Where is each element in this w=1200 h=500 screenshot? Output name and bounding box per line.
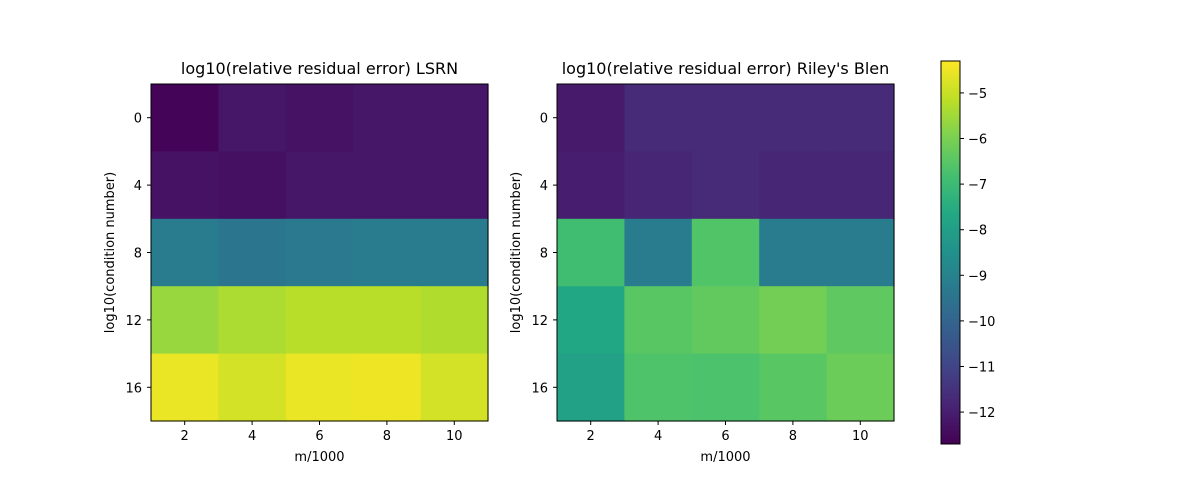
x-tick-label: 2 — [587, 429, 595, 444]
heatmap-cell — [691, 353, 760, 422]
heatmap-cell — [420, 353, 489, 422]
heatmap-cell — [353, 218, 422, 287]
heatmap-cell — [218, 84, 287, 152]
heatmap-cell — [691, 286, 760, 355]
x-tick-label: 4 — [654, 429, 662, 444]
heatmap-cell — [624, 151, 693, 220]
y-tick-label: 8 — [134, 247, 142, 262]
y-axis-label: log10(condition number) — [103, 172, 118, 333]
y-tick-label: 12 — [125, 314, 142, 329]
heatmap-cell — [285, 218, 354, 287]
heatmap-cell — [285, 353, 354, 422]
heatmap-cell — [624, 353, 693, 422]
heatmap-cell — [285, 286, 354, 355]
heatmap-cell — [759, 353, 828, 422]
y-tick-label: 16 — [125, 381, 142, 396]
heatmap-cell — [557, 84, 625, 152]
heatmap-cell — [691, 218, 760, 287]
heatmap-cell — [218, 218, 287, 287]
heatmap-cell — [557, 218, 625, 287]
heatmap-cell — [624, 84, 693, 152]
colorbar-tick-label: −5 — [968, 87, 987, 102]
x-tick-label: 8 — [383, 429, 391, 444]
colorbar-tick-label: −12 — [968, 406, 995, 421]
heatmap-cell — [759, 151, 828, 220]
heatmap-riley: 2 4 6 8 10 0 4 8 12 16 log10(relative residual err… — [509, 59, 895, 465]
heatmap-cell — [420, 151, 489, 220]
heatmap-cell — [826, 353, 895, 422]
heatmap-cell — [353, 286, 422, 355]
heatmap-cell — [826, 218, 895, 287]
x-tick-label: 10 — [446, 429, 463, 444]
heatmap-cell — [759, 84, 828, 152]
heatmap-cell — [151, 218, 219, 287]
heatmap-cell — [624, 218, 693, 287]
heatmap-cell — [557, 286, 625, 355]
heatmap-cell — [557, 353, 625, 422]
heatmap-cell — [557, 151, 625, 220]
heatmap-lsrn: 2 4 6 8 10 0 4 8 12 16 log10(relative residual err… — [103, 59, 489, 465]
heatmap-cell — [420, 218, 489, 287]
y-tick-label: 16 — [531, 381, 548, 396]
colorbar-tick-label: −11 — [968, 360, 995, 375]
colorbar-tick-label: −7 — [968, 178, 987, 193]
heatmap-cell — [826, 84, 895, 152]
x-tick-label: 6 — [315, 429, 323, 444]
heatmap-cell — [218, 151, 287, 220]
x-tick-label: 10 — [852, 429, 869, 444]
x-tick-label: 2 — [181, 429, 189, 444]
x-tick-label: 8 — [789, 429, 797, 444]
heatmap-cell — [759, 286, 828, 355]
heatmap-cell — [353, 151, 422, 220]
x-tick-label: 6 — [721, 429, 729, 444]
heatmap-cell — [285, 151, 354, 220]
colorbar-gradient — [940, 60, 961, 445]
heatmap-cell — [151, 151, 219, 220]
heatmap-cell — [218, 286, 287, 355]
x-tick-label: 4 — [248, 429, 256, 444]
colorbar-tick-label: −8 — [968, 224, 987, 239]
heatmap-cell — [151, 353, 219, 422]
y-axis-label: log10(condition number) — [509, 172, 524, 333]
plot-title: log10(relative residual error) Riley's B… — [562, 59, 890, 78]
y-tick-label: 4 — [134, 179, 142, 194]
plot-title: log10(relative residual error) LSRN — [181, 59, 458, 78]
y-tick-label: 0 — [540, 112, 548, 127]
x-axis-label: m/1000 — [294, 450, 344, 465]
heatmap-cell — [353, 84, 422, 152]
y-tick-label: 0 — [134, 112, 142, 127]
heatmap-cell — [826, 286, 895, 355]
heatmap-cell — [151, 84, 219, 152]
colorbar-tick-label: −9 — [968, 269, 987, 284]
heatmap-cell — [691, 84, 760, 152]
y-tick-label: 4 — [540, 179, 548, 194]
x-axis-label: m/1000 — [700, 450, 750, 465]
colorbar-tick-label: −10 — [968, 315, 995, 330]
heatmap-cell — [353, 353, 422, 422]
colorbar: −5 −6 −7 −8 −9 −10 −11 −12 — [940, 60, 995, 445]
heatmap-cell — [691, 151, 760, 220]
heatmap-cell — [285, 84, 354, 152]
heatmap-cell — [759, 218, 828, 287]
heatmap-cell — [624, 286, 693, 355]
heatmap-cell — [826, 151, 895, 220]
heatmap-cell — [218, 353, 287, 422]
heatmap-cell — [420, 286, 489, 355]
colorbar-tick-label: −6 — [968, 133, 987, 148]
y-tick-label: 8 — [540, 247, 548, 262]
y-tick-label: 12 — [531, 314, 548, 329]
heatmap-cell — [151, 286, 219, 355]
heatmap-cell — [420, 84, 489, 152]
